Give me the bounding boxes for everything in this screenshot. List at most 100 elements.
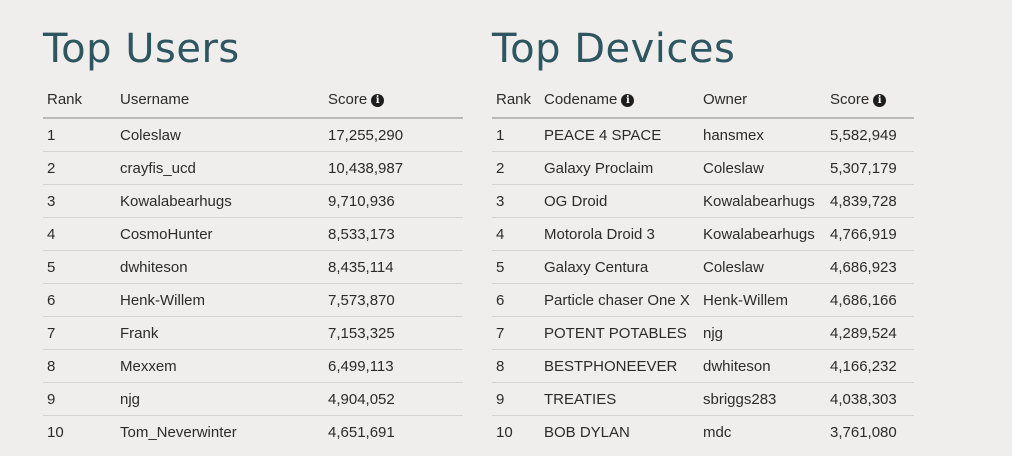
score-cell: 4,686,923 [826, 250, 914, 284]
score-cell: 4,839,728 [826, 184, 914, 218]
username-cell[interactable]: Frank [116, 316, 324, 350]
codename-cell[interactable]: Motorola Droid 3 [540, 217, 699, 251]
rank-cell: 8 [492, 349, 540, 383]
table-row: 7 POTENT POTABLES njg 4,289,524 [492, 316, 914, 350]
codename-cell[interactable]: BESTPHONEEVER [540, 349, 699, 383]
table-row: 1 PEACE 4 SPACE hansmex 5,582,949 [492, 118, 914, 152]
rank-cell: 6 [43, 283, 116, 317]
codename-cell[interactable]: POTENT POTABLES [540, 316, 699, 350]
table-row: 2 Galaxy Proclaim Coleslaw 5,307,179 [492, 151, 914, 185]
table-row: 10 BOB DYLAN mdc 3,761,080 [492, 416, 914, 449]
rank-cell: 7 [43, 316, 116, 350]
codename-cell[interactable]: Galaxy Proclaim [540, 151, 699, 185]
rank-cell: 1 [43, 118, 116, 152]
info-icon[interactable]: i [621, 93, 635, 107]
owner-header: Owner [699, 81, 826, 119]
rank-cell: 2 [43, 151, 116, 185]
top-users-title: Top Users [43, 26, 240, 72]
table-row: 6 Henk-Willem 7,573,870 [43, 283, 463, 317]
codename-cell[interactable]: Galaxy Centura [540, 250, 699, 284]
table-row: 5 dwhiteson 8,435,114 [43, 250, 463, 284]
top-devices-rows: 1 PEACE 4 SPACE hansmex 5,582,949 2 Galaxy Pr… [492, 118, 914, 448]
owner-cell[interactable]: Coleslaw [699, 250, 826, 284]
codename-cell[interactable]: OG Droid [540, 184, 699, 218]
owner-cell[interactable]: dwhiteson [699, 349, 826, 383]
owner-cell[interactable]: Coleslaw [699, 151, 826, 185]
table-row: 4 Motorola Droid 3 Kowalabearhugs 4,766,919 [492, 217, 914, 251]
codename-cell[interactable]: PEACE 4 SPACE [540, 118, 699, 152]
table-header-row: Rank Codename i Owner Score i [492, 81, 914, 119]
rank-cell: 5 [492, 250, 540, 284]
owner-cell[interactable]: njg [699, 316, 826, 350]
username-cell[interactable]: Kowalabearhugs [116, 184, 324, 218]
rank-cell: 6 [492, 283, 540, 317]
score-header: Score i [826, 81, 914, 119]
score-cell: 17,255,290 [324, 118, 463, 152]
owner-cell[interactable]: hansmex [699, 118, 826, 152]
rank-cell: 4 [43, 217, 116, 251]
rank-cell: 3 [43, 184, 116, 218]
username-cell[interactable]: Henk-Willem [116, 283, 324, 317]
username-cell[interactable]: Tom_Neverwinter [120, 423, 237, 441]
rank-cell: 9 [492, 382, 540, 416]
score-cell: 4,686,166 [826, 283, 914, 317]
rank-cell: 9 [43, 382, 116, 416]
codename-cell[interactable]: Particle chaser One X [540, 283, 699, 317]
owner-cell[interactable]: mdc [703, 423, 732, 441]
rank-cell: 10 [47, 423, 64, 441]
table-row: 1 Coleslaw 17,255,290 [43, 118, 463, 152]
info-icon[interactable]: i [873, 93, 887, 107]
top-devices-panel: Top Devices Rank Codename i Owner Score i … [492, 0, 914, 448]
rank-header: Rank [43, 81, 116, 119]
username-cell[interactable]: dwhiteson [116, 250, 324, 284]
username-cell[interactable]: crayfis_ucd [116, 151, 324, 185]
table-row: 10 Tom_Neverwinter 4,651,691 [43, 416, 463, 449]
score-cell: 6,499,113 [324, 349, 463, 383]
table-row: 3 OG Droid Kowalabearhugs 4,839,728 [492, 184, 914, 218]
codename-cell[interactable]: BOB DYLAN [544, 423, 630, 441]
owner-cell[interactable]: Kowalabearhugs [699, 217, 826, 251]
owner-cell[interactable]: Henk-Willem [699, 283, 826, 317]
table-row: 2 crayfis_ucd 10,438,987 [43, 151, 463, 185]
username-header: Username [116, 81, 324, 119]
top-users-table: Rank Username Score i 1 Coleslaw 17,255,290… [43, 81, 463, 448]
table-header-row: Rank Username Score i [43, 81, 463, 119]
table-row: 3 Kowalabearhugs 9,710,936 [43, 184, 463, 218]
score-cell: 4,289,524 [826, 316, 914, 350]
score-cell: 5,582,949 [826, 118, 914, 152]
score-cell: 4,651,691 [328, 423, 395, 441]
top-users-rows: 1 Coleslaw 17,255,290 2 crayfis_ucd 10,438,98… [43, 118, 463, 448]
table-row: 6 Particle chaser One X Henk-Willem 4,686,1… [492, 283, 914, 317]
rank-cell: 4 [492, 217, 540, 251]
table-row: 9 njg 4,904,052 [43, 382, 463, 416]
score-cell: 7,153,325 [324, 316, 463, 350]
score-cell: 5,307,179 [826, 151, 914, 185]
table-row: 4 CosmoHunter 8,533,173 [43, 217, 463, 251]
username-cell[interactable]: njg [116, 382, 324, 416]
table-row: 8 Mexxem 6,499,113 [43, 349, 463, 383]
username-cell[interactable]: Mexxem [116, 349, 324, 383]
score-cell: 4,904,052 [324, 382, 463, 416]
owner-cell[interactable]: Kowalabearhugs [699, 184, 826, 218]
score-cell: 9,710,936 [324, 184, 463, 218]
top-devices-table: Rank Codename i Owner Score i 1 PEACE 4 SPA… [492, 81, 914, 448]
table-row: 5 Galaxy Centura Coleslaw 4,686,923 [492, 250, 914, 284]
score-cell: 4,038,303 [826, 382, 914, 416]
rank-cell: 5 [43, 250, 116, 284]
table-row: 7 Frank 7,153,325 [43, 316, 463, 350]
info-icon[interactable]: i [371, 93, 385, 107]
score-cell: 8,533,173 [324, 217, 463, 251]
owner-cell[interactable]: sbriggs283 [699, 382, 826, 416]
table-row: 8 BESTPHONEEVER dwhiteson 4,166,232 [492, 349, 914, 383]
codename-cell[interactable]: TREATIES [540, 382, 699, 416]
rank-cell: 7 [492, 316, 540, 350]
codename-header: Codename i [540, 81, 699, 119]
top-users-panel: Top Users Rank Username Score i 1 Coleslaw… [43, 0, 463, 448]
score-cell: 3,761,080 [830, 423, 897, 441]
score-cell: 7,573,870 [324, 283, 463, 317]
username-cell[interactable]: Coleslaw [116, 118, 324, 152]
table-row: 9 TREATIES sbriggs283 4,038,303 [492, 382, 914, 416]
score-cell: 10,438,987 [324, 151, 463, 185]
rank-cell: 3 [492, 184, 540, 218]
username-cell[interactable]: CosmoHunter [116, 217, 324, 251]
